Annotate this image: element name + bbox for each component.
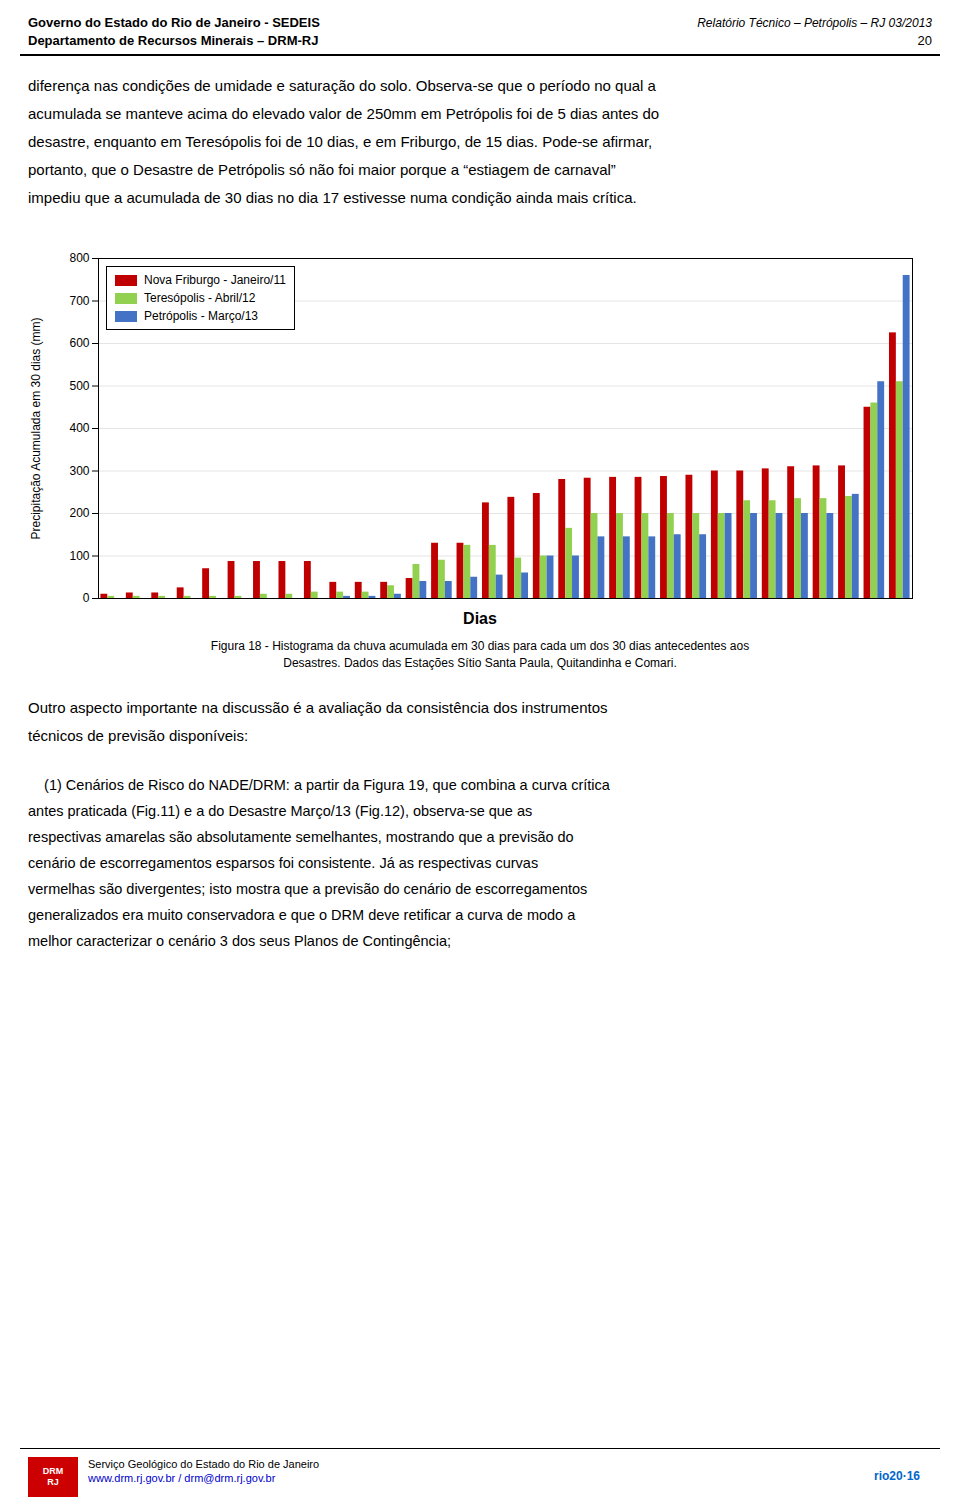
html-text:www.drm.rj.gov.br / drm@drm.rj: www.drm.rj.gov.br / drm@drm.rj.gov.br <box>88 1472 276 1484</box>
html-text:rio20·16: rio20·16 <box>874 1469 920 1483</box>
html-text:Figura 18 - Histograma da chuv: Figura 18 - Histograma da chuva acumulad… <box>210 639 750 653</box>
html-text:técnicos de previsão disponíve: técnicos de previsão disponíveis: <box>28 727 249 744</box>
html-text:Nova Friburgo - Janeiro/11: Nova Friburgo - Janeiro/11 <box>144 273 286 287</box>
svg-text:400: 400 <box>69 421 89 435</box>
html-text:Dias: Dias <box>463 610 497 627</box>
html-text:impediu que a acumulada de 30: impediu que a acumulada de 30 dias no di… <box>28 189 637 206</box>
html-text:melhor caracterizar o cenário: melhor caracterizar o cenário 3 dos seus… <box>28 933 452 949</box>
html-text:(1) Cenários de Risco do NADE/: (1) Cenários de Risco do NADE/DRM: a par… <box>28 777 610 793</box>
html-text:RJ: RJ <box>47 1477 59 1487</box>
html-text:Petrópolis - Março/13: Petrópolis - Março/13 <box>144 309 258 323</box>
svg-text:100: 100 <box>69 549 89 563</box>
html-text:acumulada se manteve acima do: acumulada se manteve acima do elevado va… <box>28 105 660 122</box>
html-text:desastre, enquanto em Teresópo: desastre, enquanto em Teresópolis foi de… <box>28 133 653 150</box>
svg-text:300: 300 <box>69 464 89 478</box>
html-text:Governo do Estado do Rio de Ja: Governo do Estado do Rio de Janeiro - SE… <box>28 15 320 30</box>
svg-text:Precipitação Acumulada em 30 d: Precipitação Acumulada em 30 dias (mm) <box>29 317 43 539</box>
svg-text:600: 600 <box>69 336 89 350</box>
svg-text:500: 500 <box>69 379 89 393</box>
html-text:Serviço Geológico do Estado do: Serviço Geológico do Estado do Rio de Ja… <box>88 1458 320 1470</box>
html-text:DRM: DRM <box>42 1466 64 1476</box>
html-text:Relatório Técnico – Petrópolis: Relatório Técnico – Petrópolis – RJ 03/2… <box>697 16 932 30</box>
html-text:generalizados era muito conser: generalizados era muito conservadora e q… <box>28 907 576 923</box>
svg-text:0: 0 <box>83 591 90 605</box>
html-text:antes praticada (Fig.11) e a d: antes praticada (Fig.11) e a do Desastre… <box>28 803 533 819</box>
html-text:portanto, que o Desastre de Pe: portanto, que o Desastre de Petrópolis s… <box>28 161 616 178</box>
html-text:cenário de escorregamentos esp: cenário de escorregamentos esparsos foi … <box>28 855 539 871</box>
html-text:Teresópolis - Abril/12: Teresópolis - Abril/12 <box>144 291 256 305</box>
html-text:20: 20 <box>917 33 932 48</box>
html-text:Outro aspecto importante na di: Outro aspecto importante na discussão é … <box>28 699 608 716</box>
html-text:vermelhas são divergentes; ist: vermelhas são divergentes; isto mostra q… <box>28 881 588 897</box>
svg-text:800: 800 <box>69 251 89 265</box>
svg-text:700: 700 <box>69 294 89 308</box>
html-text:respectivas amarelas são absol: respectivas amarelas são absolutamente s… <box>28 829 574 845</box>
html-text:diferença nas condições de umi: diferença nas condições de umidade e sat… <box>28 77 656 94</box>
html-text:Departamento de Recursos Miner: Departamento de Recursos Minerais – DRM-… <box>28 33 319 48</box>
svg-text:200: 200 <box>69 506 89 520</box>
html-text:Desastres. Dados das Estações: Desastres. Dados das Estações Sítio Sant… <box>283 656 677 670</box>
